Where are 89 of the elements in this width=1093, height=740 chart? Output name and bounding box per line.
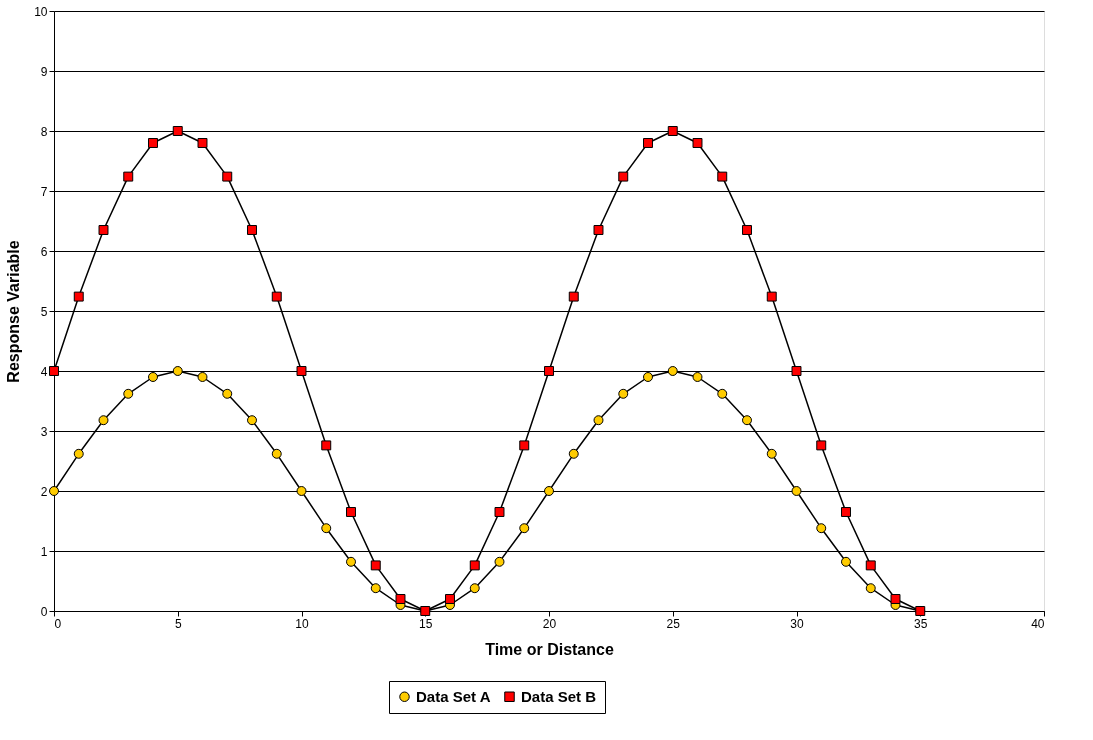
- point: [73, 448, 84, 459]
- x-tick-label: 0: [54, 616, 62, 631]
- point: [791, 366, 802, 376]
- point: [172, 126, 183, 136]
- point: [98, 225, 109, 235]
- point: [271, 448, 282, 459]
- point: [742, 225, 752, 235]
- y-tick-label: 4: [40, 364, 48, 379]
- point: [222, 388, 233, 399]
- point: [544, 486, 554, 496]
- point: [370, 583, 381, 594]
- point: [568, 448, 579, 459]
- point: [618, 388, 629, 399]
- point: [865, 560, 876, 571]
- point: [296, 366, 307, 376]
- point: [618, 171, 629, 182]
- point: [445, 594, 455, 604]
- point: [667, 366, 678, 376]
- y-axis-title: Response Variable: [5, 240, 23, 383]
- point: [148, 138, 158, 148]
- point: [346, 556, 356, 567]
- y-tick-label: 3: [40, 424, 48, 439]
- point: [667, 126, 678, 136]
- point: [49, 486, 59, 496]
- point: [494, 556, 505, 567]
- point: [197, 372, 208, 382]
- point: [321, 440, 332, 451]
- point: [717, 388, 728, 399]
- point: [346, 507, 356, 517]
- x-tick-label: 10: [295, 616, 309, 631]
- point: [643, 372, 653, 382]
- x-tick-label: 25: [666, 616, 681, 631]
- point: [841, 507, 851, 517]
- point: [568, 291, 579, 302]
- y-tick-label: 8: [40, 124, 48, 139]
- point: [766, 291, 777, 302]
- point: [816, 440, 827, 451]
- point: [49, 366, 59, 376]
- point: [766, 448, 777, 459]
- y-tick-label: 6: [40, 244, 48, 259]
- point: [247, 225, 257, 235]
- point: [816, 523, 827, 534]
- point: [247, 415, 257, 426]
- y-tick-label: 5: [40, 304, 48, 319]
- point: [148, 372, 158, 382]
- point: [692, 372, 703, 382]
- point: [791, 486, 802, 496]
- point: [643, 138, 653, 148]
- legend-label: Data Set A: [416, 687, 491, 705]
- point: [494, 507, 505, 517]
- x-tick-label: 35: [914, 616, 928, 631]
- point: [123, 171, 134, 182]
- point: [98, 415, 109, 426]
- y-tick-label: 0: [40, 604, 48, 619]
- point: [593, 415, 604, 426]
- point: [321, 523, 332, 534]
- point: [395, 594, 406, 604]
- point: [222, 171, 233, 182]
- y-tick-label: 1: [40, 544, 48, 559]
- point: [271, 291, 282, 302]
- x-tick-label: 40: [1031, 616, 1045, 631]
- point: [865, 583, 876, 594]
- point: [73, 291, 84, 302]
- point: [593, 225, 604, 235]
- point: [692, 138, 703, 148]
- point: [197, 138, 208, 148]
- x-axis-title: Time or Distance: [485, 640, 614, 658]
- x-tick-label: 20: [542, 616, 557, 631]
- point: [544, 366, 554, 376]
- point: [469, 560, 480, 571]
- point: [296, 486, 307, 496]
- point: [519, 523, 530, 534]
- legend-label: Data Set B: [521, 687, 597, 705]
- point: [841, 556, 851, 567]
- point: [370, 560, 381, 571]
- y-tick-label: 9: [40, 64, 48, 79]
- point: [717, 171, 728, 182]
- point: [123, 388, 134, 399]
- point: [172, 366, 183, 376]
- x-tick-label: 15: [419, 616, 433, 631]
- y-tick-label: 10: [34, 4, 48, 19]
- x-tick-label: 5: [174, 616, 182, 631]
- x-tick-label: 30: [790, 616, 804, 631]
- point: [519, 440, 530, 451]
- point: [469, 583, 480, 594]
- point: [890, 594, 901, 604]
- point: [742, 415, 752, 426]
- y-tick-label: 7: [40, 184, 48, 199]
- y-tick-label: 2: [40, 484, 48, 499]
